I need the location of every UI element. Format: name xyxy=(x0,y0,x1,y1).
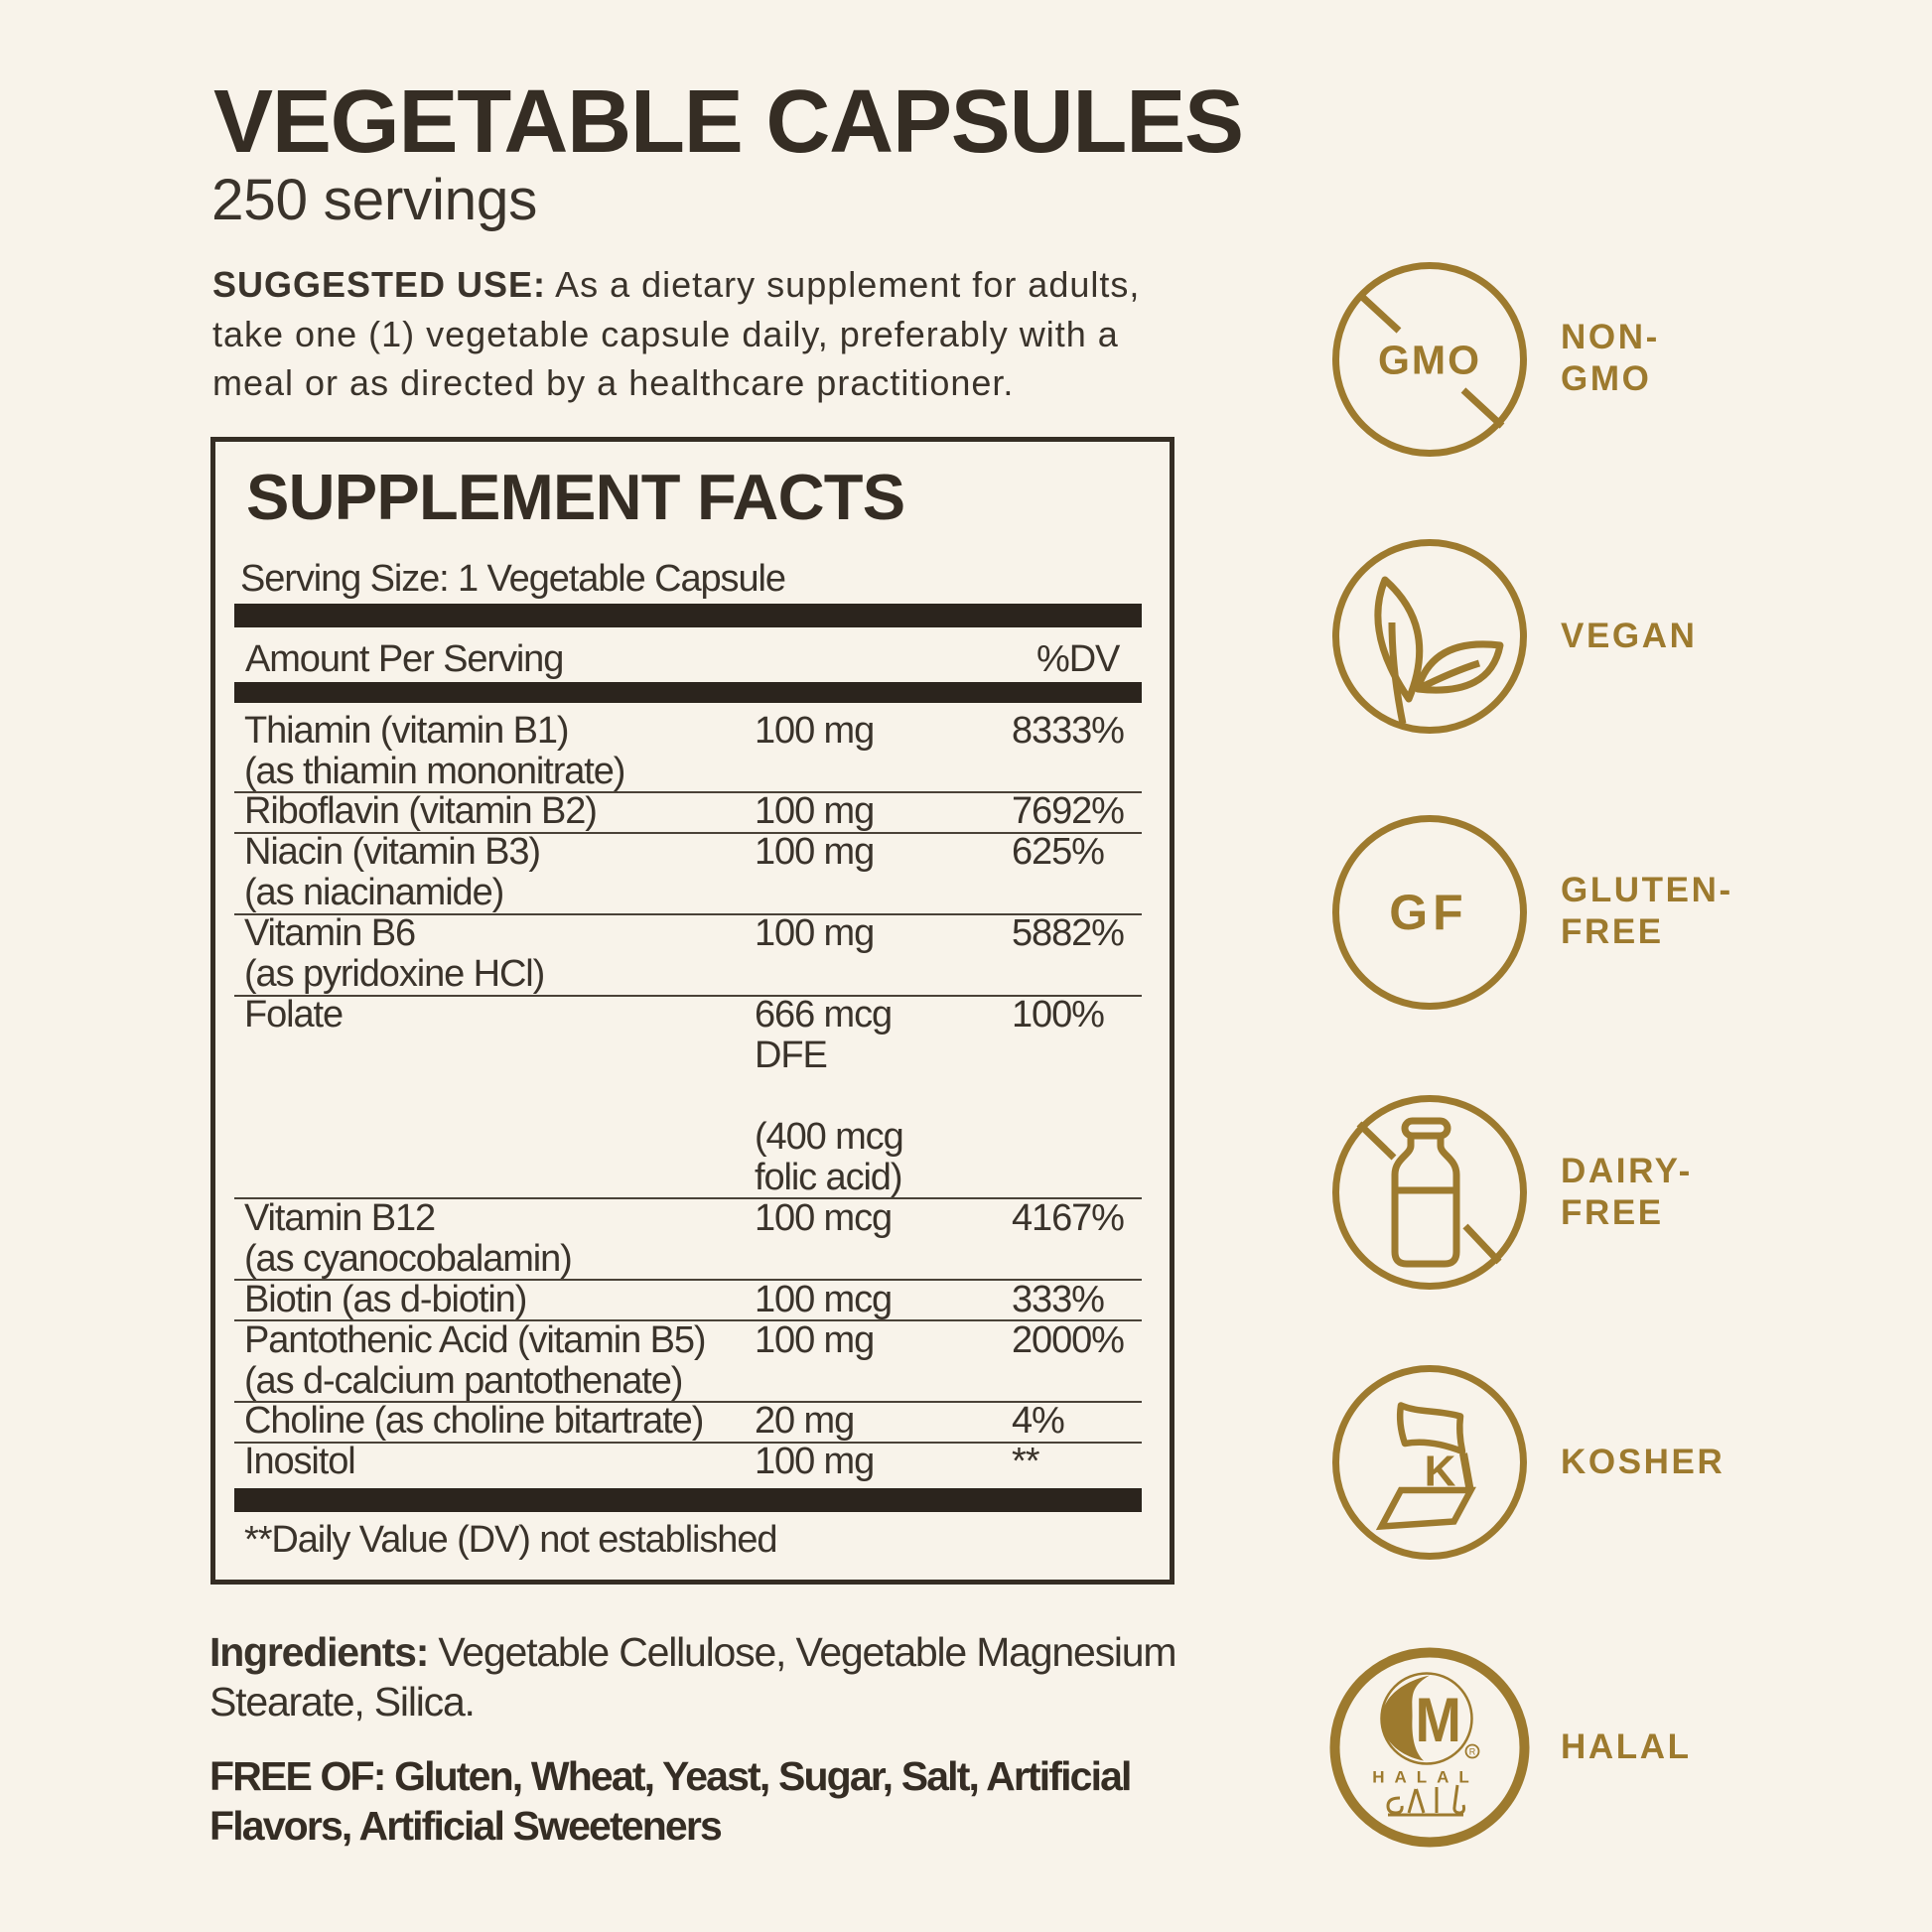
svg-text:K: K xyxy=(1425,1448,1456,1496)
svg-text:HALAL: HALAL xyxy=(1372,1768,1479,1787)
svg-text:R: R xyxy=(1469,1747,1476,1757)
svg-text:GF: GF xyxy=(1389,885,1467,940)
svg-text:M: M xyxy=(1416,1685,1461,1755)
svg-text:GMO: GMO xyxy=(1378,337,1481,382)
